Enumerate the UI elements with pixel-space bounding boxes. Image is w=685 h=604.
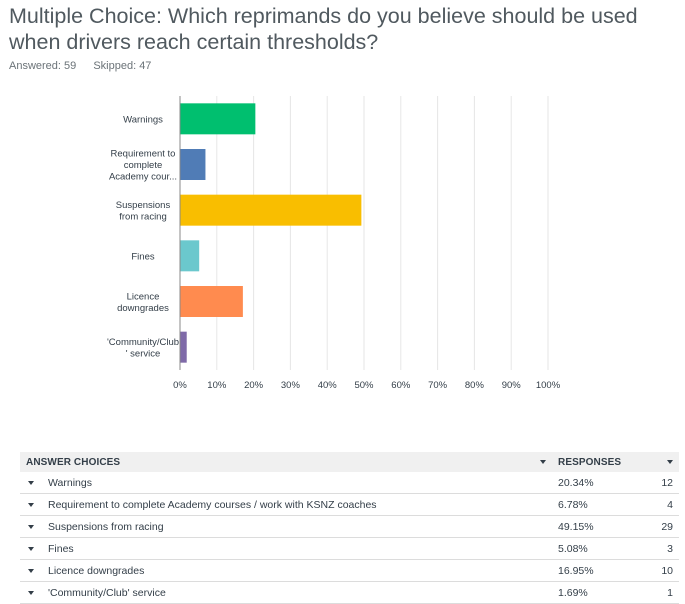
response-percent: 6.78% [552,493,634,516]
answer-choice-label: Requirement to complete Academy courses … [48,498,377,511]
skipped-count: Skipped: 47 [93,60,152,72]
table-row: Fines 5.08% 3 [20,537,679,560]
table-row: Warnings 20.34% 12 [20,472,679,494]
category-label: 'Community/Club [107,337,179,348]
answer-choice-label: Fines [48,542,74,555]
responses-header-label: RESPONSES [558,456,622,468]
sort-caret-icon [667,460,673,464]
bar [180,194,362,226]
x-tick-label: 80% [465,380,485,391]
sort-caret-icon [540,460,546,464]
expand-caret-icon[interactable] [28,568,34,573]
x-tick-label: 100% [536,380,561,391]
category-label: Warnings [123,114,163,125]
bar [180,149,206,180]
table-header-row: ANSWER CHOICES RESPONSES [20,452,679,472]
expand-caret-icon[interactable] [28,590,34,595]
category-label: Suspensions [116,200,171,211]
answer-choice-cell: Warnings [20,472,552,494]
category-label: ' service [126,348,161,359]
x-tick-label: 50% [354,380,374,391]
table-row: Requirement to complete Academy courses … [20,493,679,516]
bar [180,286,243,317]
response-count: 1 [634,581,679,604]
answer-choices-header-label: ANSWER CHOICES [26,456,121,468]
response-count: 29 [634,515,679,538]
response-count: 4 [634,493,679,516]
expand-caret-icon[interactable] [28,480,34,485]
table-row: Licence downgrades 16.95% 10 [20,559,679,582]
answer-choice-cell: 'Community/Club' service [20,581,552,604]
answered-count: Answered: 59 [9,60,77,72]
response-count: 3 [634,537,679,560]
response-percent: 5.08% [552,537,634,560]
responses-table: ANSWER CHOICES RESPONSES Warnings 20.34% 1… [20,452,679,604]
category-label: Licence [127,291,160,302]
answer-choice-label: Suspensions from racing [48,520,164,533]
answer-choice-cell: Licence downgrades [20,559,552,582]
expand-caret-icon[interactable] [28,524,34,529]
question-title: Multiple Choice: Which reprimands do you… [9,4,638,54]
x-tick-label: 40% [318,380,338,391]
category-label: Academy cour... [109,172,177,183]
answer-choice-label: Warnings [48,476,92,489]
response-count: 12 [634,472,679,494]
answer-choices-header[interactable]: ANSWER CHOICES [20,452,552,472]
expand-caret-icon[interactable] [28,502,34,507]
x-tick-label: 90% [502,380,522,391]
responses-header[interactable]: RESPONSES [552,452,679,472]
response-percent: 1.69% [552,581,634,604]
category-label: downgrades [117,303,169,314]
bar-chart: 0% 10% 20% 30% 40% 50% 60% 70% 80% 90% 100% Warning… [107,96,561,391]
table-row: 'Community/Club' service 1.69% 1 [20,581,679,604]
answer-choice-cell: Requirement to complete Academy courses … [20,493,552,516]
category-label: Fines [131,251,154,262]
answer-choice-label: Licence downgrades [48,564,145,577]
x-tick-label: 60% [391,380,411,391]
category-label: from racing [119,211,167,222]
x-tick-label: 70% [428,380,448,391]
response-count: 10 [634,559,679,582]
answer-choice-label: 'Community/Club' service [48,586,166,599]
x-tick-label: 30% [281,380,301,391]
answer-choice-cell: Suspensions from racing [20,515,552,538]
x-tick-label: 0% [173,380,187,391]
category-label: Requirement to [111,149,176,160]
x-tick-label: 10% [207,380,227,391]
category-label: complete [124,160,163,171]
bar [180,240,200,272]
table-row: Suspensions from racing 49.15% 29 [20,515,679,538]
response-percent: 20.34% [552,472,634,494]
answer-choice-cell: Fines [20,537,552,560]
bar [180,103,256,135]
response-summary: Answered: 59 Skipped: 47 [9,60,165,72]
response-percent: 16.95% [552,559,634,582]
x-tick-label: 20% [244,380,264,391]
response-percent: 49.15% [552,515,634,538]
bar [180,331,187,363]
expand-caret-icon[interactable] [28,546,34,551]
